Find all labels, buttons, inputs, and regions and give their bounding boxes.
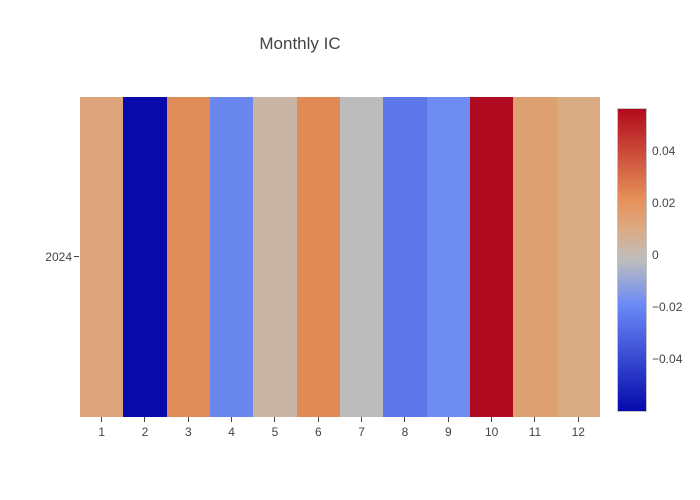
heatmap-cell[interactable]	[209, 97, 254, 417]
colorbar-tick-label: 0	[652, 247, 659, 262]
x-tick: 10	[470, 417, 513, 438]
heatmap-cell[interactable]	[383, 97, 427, 417]
x-tick-label: 12	[571, 425, 585, 439]
colorbar-gradient	[617, 108, 647, 412]
x-tick-label: 1	[98, 425, 105, 439]
x-tick-mark	[361, 417, 363, 422]
heatmap-cell[interactable]	[123, 97, 167, 417]
colorbar-tick-label: −0.04	[652, 351, 683, 366]
heatmap-cell[interactable]	[339, 97, 384, 417]
x-tick-mark	[447, 417, 449, 422]
heatmap-cell[interactable]	[469, 97, 514, 417]
x-tick: 8	[383, 417, 426, 438]
x-tick-mark	[577, 417, 579, 422]
x-tick: 7	[340, 417, 383, 438]
x-tick: 9	[427, 417, 470, 438]
x-tick-mark	[231, 417, 233, 422]
x-tick-label: 5	[271, 425, 279, 439]
colorbar-tick-label: 0.02	[652, 195, 676, 210]
heatmap-cell[interactable]	[426, 97, 470, 417]
heatmap-plot-area[interactable]	[80, 97, 600, 417]
x-tick: 3	[167, 417, 210, 438]
x-tick-mark	[101, 417, 103, 422]
heatmap-cell[interactable]	[296, 97, 340, 417]
x-tick: 12	[557, 417, 600, 438]
colorbar-tick-label: 0.04	[652, 143, 676, 158]
x-tick: 6	[297, 417, 340, 438]
chart-title: Monthly IC	[259, 34, 341, 53]
heatmap-cell[interactable]	[513, 97, 557, 417]
y-axis-tick-label: 2024	[45, 250, 72, 264]
x-tick-label: 3	[184, 425, 192, 439]
x-tick-label: 9	[444, 425, 452, 439]
x-tick: 11	[513, 417, 556, 438]
heatmap-cell[interactable]	[80, 97, 124, 417]
heatmap-cell[interactable]	[253, 97, 297, 417]
x-tick: 1	[80, 417, 123, 438]
x-tick-mark	[534, 417, 536, 422]
x-tick-mark	[404, 417, 406, 422]
x-tick: 5	[253, 417, 296, 438]
x-tick-label: 11	[528, 425, 542, 439]
y-axis-tick-mark	[74, 256, 79, 257]
x-tick-label: 6	[314, 425, 322, 439]
heatmap-cell[interactable]	[166, 97, 210, 417]
x-tick-mark	[491, 417, 493, 422]
heatmap-cell[interactable]	[556, 97, 600, 417]
x-tick: 4	[210, 417, 253, 438]
x-tick-mark	[187, 417, 189, 422]
colorbar-tick-label: −0.02	[652, 299, 683, 314]
x-tick-mark	[144, 417, 146, 422]
x-tick-mark	[274, 417, 276, 422]
x-tick-label: 2	[141, 425, 149, 439]
x-tick-label: 10	[484, 425, 499, 439]
x-tick: 2	[123, 417, 166, 438]
x-axis: 1 2 3 4 5 6 7 8 9 10 11 12	[80, 417, 600, 438]
x-tick-label: 8	[401, 425, 409, 439]
x-tick-label: 7	[358, 425, 365, 439]
x-tick-label: 4	[228, 425, 235, 439]
x-tick-mark	[317, 417, 319, 422]
